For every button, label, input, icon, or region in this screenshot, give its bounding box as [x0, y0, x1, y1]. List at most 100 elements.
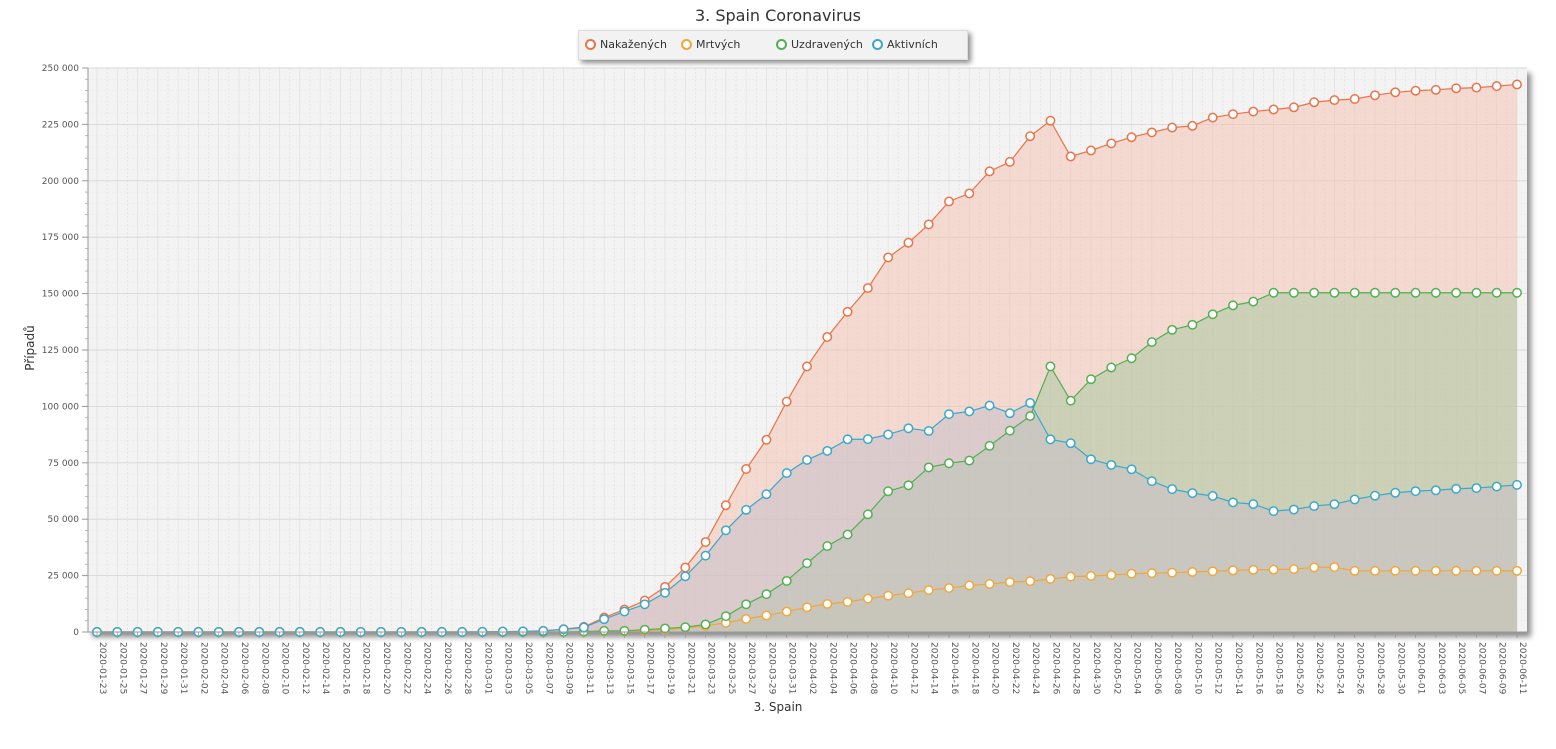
y-tick-label: 0 [73, 628, 79, 638]
series-areas [97, 84, 1517, 633]
series-point-2 [1430, 287, 1441, 298]
series-point-3 [1126, 464, 1137, 475]
legend-marker-recovered-icon [776, 39, 787, 50]
x-tick-label: 2020-02-26 [442, 642, 452, 695]
series-point-1 [862, 593, 873, 604]
legend-item-recovered[interactable]: Uzdravených [776, 38, 863, 51]
x-tick-label: 2020-02-16 [340, 642, 350, 695]
series-point-1 [1410, 565, 1421, 576]
series-point-0 [862, 283, 873, 294]
y-tick-label: 25 000 [48, 572, 80, 582]
series-point-0 [1370, 90, 1380, 101]
series-point-3 [802, 455, 812, 465]
x-tick-label: 2020-02-06 [239, 642, 249, 695]
series-point-3 [578, 622, 589, 633]
series-point-0 [1187, 120, 1198, 131]
series-point-2 [1146, 337, 1157, 348]
x-tick-label: 2020-01-27 [138, 642, 148, 694]
x-tick-label: 2020-04-14 [929, 642, 939, 695]
series-point-2 [1309, 287, 1320, 298]
x-tick-label: 2020-04-02 [807, 642, 817, 694]
x-tick-label: 2020-02-20 [381, 642, 391, 695]
series-point-2 [1106, 362, 1117, 373]
series-point-1 [1329, 562, 1340, 573]
y-tick-label: 75 000 [48, 459, 80, 469]
series-point-3 [862, 434, 873, 445]
y-tick-label: 225 000 [42, 120, 79, 130]
series-point-0 [720, 500, 731, 511]
series-point-0 [1045, 115, 1056, 126]
series-point-1 [1309, 562, 1320, 573]
series-point-0 [944, 196, 954, 207]
x-tick-label: 2020-04-06 [848, 642, 858, 695]
x-tick-label: 2020-02-22 [401, 642, 411, 694]
x-tick-label: 2020-01-31 [178, 642, 188, 694]
series-point-3 [700, 550, 711, 561]
series-point-1 [842, 596, 853, 607]
series-point-3 [1349, 494, 1360, 505]
series-point-2 [1268, 287, 1279, 298]
series-point-3 [1045, 434, 1056, 445]
series-point-0 [1004, 156, 1015, 167]
x-tick-label: 2020-03-07 [543, 642, 553, 694]
series-point-2 [862, 509, 873, 520]
series-point-0 [1329, 95, 1340, 106]
series-point-0 [1146, 127, 1157, 138]
series-point-2 [1410, 287, 1421, 298]
x-tick-label: 2020-05-02 [1111, 642, 1121, 694]
x-tick-label: 2020-03-29 [766, 642, 776, 695]
series-point-1 [984, 579, 995, 589]
y-tick-label: 175 000 [42, 233, 79, 243]
series-point-1 [1025, 576, 1036, 587]
x-tick-label: 2020-06-01 [1416, 642, 1426, 694]
x-tick-label: 2020-05-28 [1375, 642, 1385, 695]
series-point-3 [1451, 483, 1462, 494]
x-tick-label: 2020-06-09 [1497, 642, 1507, 695]
series-point-2 [761, 589, 772, 600]
series-point-2 [1207, 309, 1218, 320]
series-point-3 [639, 599, 650, 610]
series-point-1 [1126, 568, 1137, 579]
x-tick-label: 2020-02-18 [361, 642, 371, 695]
series-point-1 [781, 606, 792, 617]
series-point-2 [842, 529, 853, 540]
series-point-2 [1065, 395, 1076, 406]
series-point-2 [1471, 287, 1482, 298]
x-tick-label: 2020-04-24 [1030, 642, 1040, 695]
x-tick-label: 2020-03-05 [523, 642, 533, 694]
series-point-0 [700, 537, 711, 547]
x-tick-label: 2020-03-09 [564, 642, 574, 695]
x-tick-label: 2020-02-14 [320, 642, 330, 695]
legend-label-active: Aktivních [887, 38, 938, 51]
series-point-3 [1167, 484, 1178, 495]
legend-item-deaths[interactable]: Mrtvých [681, 38, 740, 51]
series-point-2 [1370, 287, 1380, 298]
series-point-0 [1390, 87, 1401, 98]
series-point-0 [741, 464, 752, 474]
series-point-3 [1187, 488, 1198, 499]
series-point-2 [680, 622, 691, 633]
series-point-2 [781, 575, 792, 586]
series-point-1 [964, 580, 975, 591]
series-point-1 [1228, 565, 1238, 576]
x-tick-label: 2020-01-23 [97, 642, 107, 694]
legend-item-infected[interactable]: Nakažených [585, 38, 667, 51]
series-point-3 [842, 434, 853, 445]
series-point-3 [964, 406, 975, 417]
series-point-2 [1329, 287, 1340, 298]
series-point-3 [781, 468, 792, 479]
series-point-3 [1430, 485, 1441, 496]
x-tick-label: 2020-04-28 [1071, 642, 1081, 695]
series-point-3 [822, 445, 833, 456]
x-tick-label: 2020-02-28 [462, 642, 472, 695]
x-tick-label: 2020-05-18 [1274, 642, 1284, 695]
x-tick-label: 2020-02-10 [280, 642, 290, 695]
y-tick-label: 250 000 [42, 64, 79, 74]
x-tick-label: 2020-03-01 [482, 642, 492, 694]
series-point-2 [1451, 287, 1462, 298]
x-tick-label: 2020-05-04 [1132, 642, 1142, 695]
legend-item-active[interactable]: Aktivních [872, 38, 938, 51]
x-tick-label: 2020-04-18 [969, 642, 979, 695]
x-tick-label: 2020-03-23 [706, 642, 716, 694]
series-point-3 [1086, 454, 1096, 465]
